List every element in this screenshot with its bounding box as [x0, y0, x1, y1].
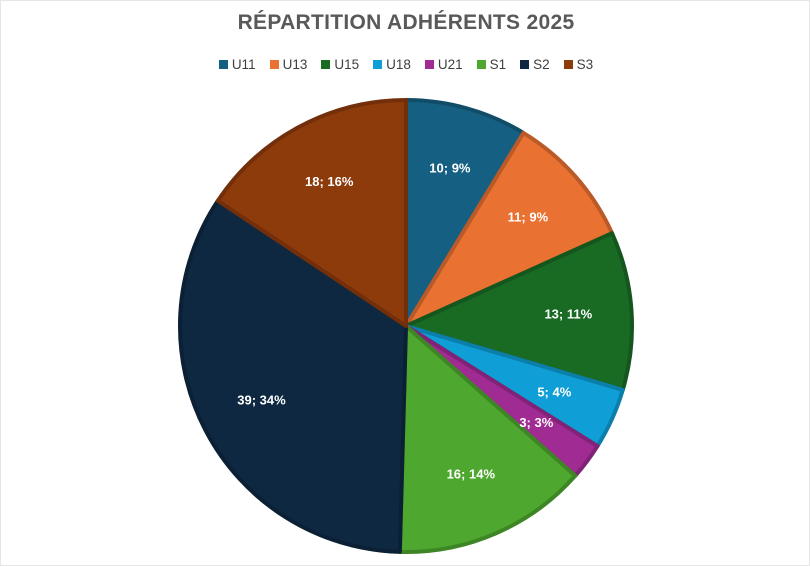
legend-item-s1: S1 — [476, 57, 507, 72]
data-label-s3: 18; 16% — [305, 174, 354, 189]
legend-swatch — [476, 60, 486, 69]
legend-swatch — [520, 60, 530, 69]
legend-swatch — [424, 60, 434, 69]
legend-item-u21: U21 — [424, 57, 463, 72]
pie-slice-s1 — [397, 324, 578, 554]
legend-label: U15 — [334, 57, 360, 72]
legend-item-u15: U15 — [321, 57, 359, 72]
data-label-u13: 11; 9% — [508, 210, 549, 225]
data-label-s1: 16; 14% — [447, 467, 496, 482]
legend: U11 U13 U15 U18 U21 S1 S2 S3 — [1, 57, 810, 72]
data-label-u11: 10; 9% — [429, 161, 471, 176]
legend-swatch — [373, 60, 383, 69]
legend-item-s3: S3 — [563, 57, 594, 72]
pie-slice-s3 — [215, 98, 408, 328]
legend-label: U18 — [386, 57, 411, 72]
chart-title: RÉPARTITION ADHÉRENTS 2025 — [237, 11, 575, 34]
pie-slice-u15 — [404, 231, 634, 392]
data-labels: 10; 9% 11; 9% 13; 11% 5; 4% 3; 3% 16; 14% 39; … — [237, 161, 592, 482]
legend-item-s2: S2 — [520, 57, 550, 72]
legend-swatch — [563, 60, 573, 69]
legend-swatch — [321, 60, 331, 69]
pie-slice-u13 — [404, 130, 615, 328]
legend-swatch — [269, 60, 279, 69]
data-label-u18: 5; 4% — [537, 384, 571, 399]
legend-label: S3 — [576, 57, 594, 72]
legend-swatch — [218, 60, 228, 69]
legend-item-u11: U11 — [218, 57, 256, 72]
legend-label: S2 — [533, 57, 550, 72]
legend-item-u18: U18 — [373, 57, 411, 72]
legend-label: U13 — [282, 57, 308, 72]
legend-label: U21 — [437, 57, 463, 72]
pie-slices — [178, 98, 634, 554]
data-label-u15: 13; 11% — [544, 306, 592, 321]
legend-label: S1 — [489, 57, 507, 72]
legend-item-u13: U13 — [269, 57, 308, 72]
data-label-s2: 39; 34% — [237, 392, 286, 407]
legend-label: U11 — [231, 57, 256, 72]
pie-slice-u11 — [404, 98, 526, 328]
data-label-u21: 3; 3% — [519, 415, 553, 430]
